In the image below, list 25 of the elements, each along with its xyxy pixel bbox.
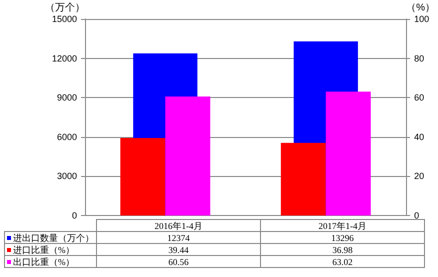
y2-axis-title: （%） [406,2,436,14]
legend-label: 进口比重（%） [4,244,96,256]
y-tick-label: 3000 [56,171,77,182]
y2-tick-label: 80 [414,53,424,64]
y-tick-label: 6000 [56,132,77,142]
y2-tick-label: 40 [414,132,424,142]
y-tick-label: 9000 [56,92,77,103]
y-tick-label: 12000 [52,53,77,64]
legend-label: 出口比重（%） [4,256,96,268]
data-label: 60.56 [96,256,260,268]
y2-tick-label: 0 [414,210,420,220]
data-label: 36.98 [260,244,424,256]
y-axis-title: （万个） [45,2,85,14]
data-label: 13296 [260,232,424,244]
data-label: 39.44 [96,244,260,256]
legend-label: 进出口数量（万个） [4,232,96,244]
data-label: 12374 [96,232,260,244]
y-tick-label: 0 [72,210,77,220]
data-label: 63.02 [260,256,424,268]
x-tick-label: 2016年1-4月 [96,220,260,232]
y2-tick-label: 20 [414,171,424,182]
y2-tick-label: 60 [414,92,424,103]
y-tick-label: 15000 [52,14,77,24]
x-tick-label: 2017年1-4月 [260,220,424,232]
y2-tick-label: 100 [414,14,430,24]
